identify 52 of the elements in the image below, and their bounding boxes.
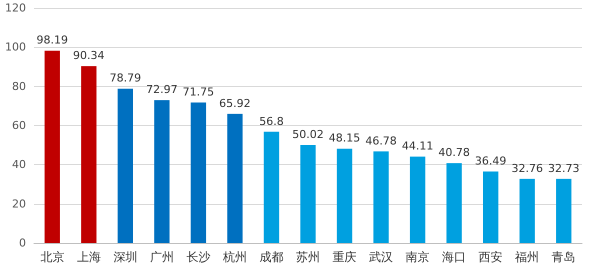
data-label: 98.19: [36, 34, 68, 47]
x-tick-label: 成都: [259, 250, 284, 264]
data-label: 48.15: [328, 132, 360, 145]
data-label: 32.76: [511, 162, 543, 175]
bar: [336, 148, 352, 243]
data-label: 50.02: [292, 128, 324, 142]
bar: [300, 145, 316, 243]
data-label: 56.8: [259, 114, 284, 128]
data-label: 65.92: [219, 96, 251, 110]
x-tick-label: 北京: [40, 250, 64, 264]
bar: [446, 163, 462, 243]
data-label: 40.78: [438, 146, 470, 160]
x-tick-label: 苏州: [296, 250, 320, 264]
y-tick-label: 40: [12, 158, 26, 172]
bar: [264, 132, 280, 243]
bar: [227, 114, 243, 243]
data-label: 78.79: [110, 72, 142, 85]
y-tick-label: 0: [19, 236, 26, 250]
bar: [482, 172, 498, 243]
x-tick-label: 深圳: [113, 250, 138, 264]
x-tick-label: 南京: [406, 250, 430, 264]
x-tick-label: 杭州: [222, 250, 247, 264]
x-tick-label: 长沙: [186, 250, 210, 264]
bar: [190, 102, 206, 243]
bar: [154, 100, 170, 243]
y-tick-label: 20: [12, 197, 26, 210]
y-tick-label: 60: [12, 119, 26, 132]
data-label: 71.75: [182, 85, 214, 98]
x-tick-label: 海口: [442, 250, 466, 264]
x-tick-label: 武汉: [369, 250, 394, 264]
bar: [118, 88, 134, 243]
bar: [520, 178, 535, 243]
bar: [81, 66, 96, 243]
bar: [44, 50, 60, 243]
y-tick-label: 80: [12, 80, 26, 93]
x-tick-label: 重庆: [332, 250, 357, 264]
x-tick-label: 青岛: [552, 250, 576, 264]
y-tick-label: 100: [5, 40, 26, 54]
data-label: 46.78: [365, 134, 397, 148]
x-tick-label: 西安: [478, 250, 503, 264]
data-label: 36.49: [474, 154, 506, 168]
bar: [373, 151, 389, 243]
y-tick-label: 120: [5, 2, 26, 14]
x-tick-label: 福州: [515, 250, 540, 264]
bar: [556, 178, 572, 243]
data-label: 90.34: [73, 49, 105, 62]
data-label: 32.73: [548, 162, 580, 175]
x-tick-label: 上海: [76, 250, 101, 264]
data-label: 72.97: [146, 83, 178, 96]
bar: [410, 156, 426, 243]
data-label: 44.11: [402, 140, 434, 153]
x-tick-label: 广州: [150, 250, 174, 264]
